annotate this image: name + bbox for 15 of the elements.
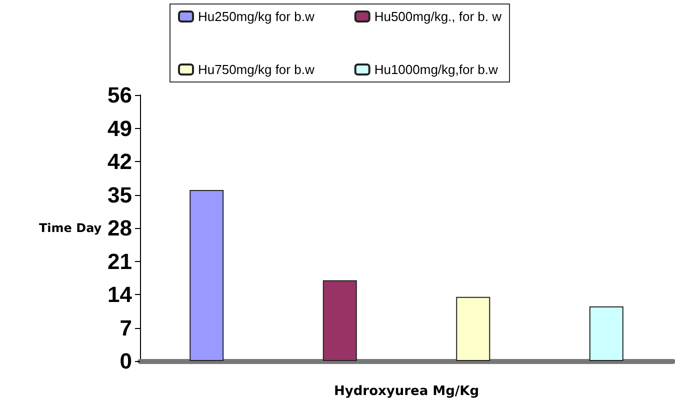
y-tick-label: 49	[108, 116, 132, 141]
x-axis-title: Hydroxyurea Mg/Kg	[334, 384, 480, 399]
y-tick-label: 56	[108, 82, 132, 108]
y-tick-label: 7	[120, 315, 132, 340]
legend-label: Hu750mg/kg for b.w	[198, 62, 315, 77]
legend-label: Hu500mg/kg., for b. w	[374, 9, 502, 24]
y-tick-label: 35	[108, 182, 132, 208]
legend-label: Hu1000mg/kg,for b.w	[374, 62, 499, 77]
legend-label: Hu250mg/kg for b.w	[198, 9, 315, 24]
y-tick-label: 14	[108, 282, 133, 307]
y-tick-label: 0	[120, 348, 132, 374]
y-tick-label: 21	[108, 248, 132, 274]
y-axis-title: Time Day	[39, 221, 102, 235]
y-tick-label: 28	[108, 216, 132, 240]
y-tick-label: 42	[108, 149, 132, 174]
